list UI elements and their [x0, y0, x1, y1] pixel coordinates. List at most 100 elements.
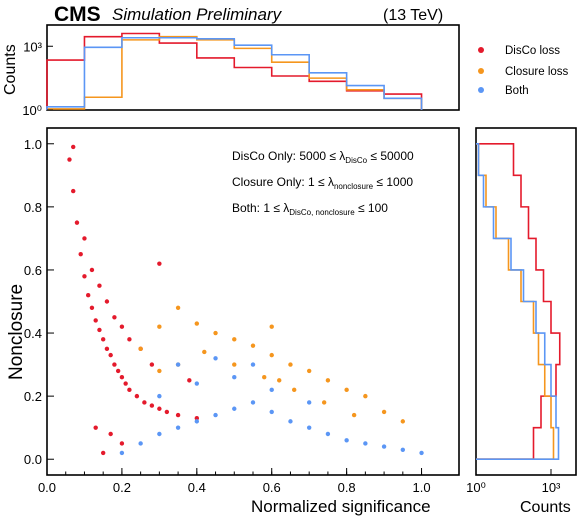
scatter-point-1-6	[250, 343, 256, 348]
x-tick-label: 0.0	[38, 480, 56, 495]
scatter-point-1-17	[202, 349, 207, 355]
scatter-point-0-27	[104, 299, 110, 304]
scatter-point-0-24	[82, 236, 87, 241]
right-x-tick-label: 10⁰	[466, 480, 486, 495]
annotation-disco: DisCo Only: 5000 ≤ λDisCo ≤ 50000	[232, 149, 414, 165]
scatter-point-1-3	[194, 321, 200, 326]
scatter-point-2-17	[157, 393, 162, 399]
cms-label: CMS	[54, 3, 101, 26]
y-tick-label: 0.0	[24, 452, 42, 467]
scatter-point-2-10	[306, 425, 312, 430]
scatter-point-1-15	[157, 368, 162, 374]
right-hist-both	[476, 142, 560, 461]
scatter-point-2-20	[269, 387, 274, 393]
scatter-point-2-24	[250, 362, 256, 367]
scatter-point-2-23	[213, 356, 218, 361]
scatter-point-1-8	[288, 362, 293, 367]
scatter-point-0-33	[100, 450, 106, 456]
legend-swatch-disco	[478, 47, 484, 53]
scatter-point-0-6	[89, 305, 95, 311]
scatter-point-0-7	[93, 318, 98, 323]
scatter-point-1-11	[344, 387, 349, 393]
top-hist-disco-loss	[46, 32, 423, 110]
scatter-point-2-6	[232, 406, 237, 411]
scatter-point-2-8	[269, 409, 274, 415]
scatter-point-2-2	[157, 431, 162, 437]
legend-label-both: Both	[505, 85, 529, 97]
scatter-point-1-22	[351, 412, 357, 418]
x-tick-label: 1.0	[413, 480, 431, 495]
scatter-point-1-18	[232, 362, 237, 367]
scatter-point-0-35	[93, 425, 98, 430]
scatter-point-0-30	[127, 337, 132, 342]
scatter-point-0-10	[104, 346, 110, 352]
scatter-point-0-16	[127, 387, 132, 393]
scatter-point-1-14	[400, 419, 406, 424]
x-tick-label: 0.2	[113, 480, 131, 495]
scatter-point-0-11	[108, 352, 113, 358]
scatter-point-2-13	[363, 441, 368, 446]
scatter-point-0-34	[119, 441, 125, 446]
annotation-closure: Closure Only: 1 ≤ λnonclosure ≤ 1000	[232, 175, 413, 191]
scatter-point-1-7	[269, 352, 274, 358]
x-tick-label: 0.6	[263, 480, 281, 495]
top-y-tick-label: 10³	[23, 39, 42, 54]
scatter-point-2-21	[306, 400, 312, 405]
top-ylabel: Counts	[2, 44, 19, 95]
scatter-point-2-1	[138, 441, 143, 446]
scatter-point-0-2	[74, 220, 80, 225]
legend-swatch-both	[478, 87, 484, 93]
scatter-point-1-10	[325, 378, 331, 383]
scatter-point-0-14	[119, 375, 125, 380]
scatter-point-0-36	[108, 431, 113, 437]
scatter-point-1-2	[175, 305, 181, 311]
scatter-point-2-5	[213, 412, 218, 418]
scatter-point-1-20	[292, 387, 297, 393]
x-tick-label: 0.4	[188, 480, 206, 495]
main-xlabel: Normalized significance	[251, 497, 431, 516]
scatter-point-0-38	[157, 261, 162, 266]
top-y-tick-label: 10⁰	[22, 103, 42, 118]
top-histogram: Counts 10⁰ 10³	[2, 24, 460, 118]
scatter-point-2-4	[194, 419, 200, 424]
top-hist-both	[46, 36, 423, 110]
scatter-point-0-28	[112, 315, 117, 320]
scatter-point-0-29	[119, 324, 125, 329]
right-x-tick-label: 10³	[542, 480, 561, 495]
scatter-point-0-0	[67, 157, 72, 162]
legend: DisCo loss Closure loss Both	[478, 45, 569, 97]
right-hist-disco-loss	[476, 142, 561, 461]
scatter-point-1-12	[363, 393, 368, 399]
y-tick-label: 0.4	[24, 326, 42, 341]
right-histogram: 10⁰ 10³ Counts	[466, 127, 577, 516]
scatter-point-0-3	[78, 251, 83, 257]
scatter-point-1-1	[157, 324, 162, 329]
scatter-point-1-19	[262, 375, 267, 380]
legend-swatch-closure	[478, 68, 484, 74]
scatter-point-0-39	[187, 378, 192, 383]
scatter-point-2-0	[119, 450, 125, 456]
y-tick-label: 1.0	[24, 137, 42, 152]
legend-label-disco: DisCo loss	[505, 45, 560, 57]
scatter-point-1-24	[277, 378, 282, 383]
scatter-point-1-13	[381, 409, 387, 415]
scatter-point-2-9	[288, 419, 293, 424]
scatter-point-0-20	[157, 406, 162, 411]
scatter-point-2-12	[344, 438, 349, 443]
scatter-point-0-22	[175, 412, 181, 418]
prelim-label: Simulation Preliminary	[112, 5, 283, 24]
scatter-point-0-21	[164, 409, 170, 415]
scatter-point-2-15	[400, 447, 406, 452]
scatter-point-1-23	[269, 324, 274, 329]
annotation-both: Both: 1 ≤ λDisCo, nonclosure ≤ 100	[232, 201, 388, 217]
right-hist-closure-loss	[476, 142, 555, 461]
scatter-point-2-19	[232, 375, 237, 380]
legend-label-closure: Closure loss	[505, 66, 569, 78]
scatter-point-0-4	[82, 274, 87, 279]
scatter-point-2-22	[175, 362, 181, 367]
scatter-point-0-17	[134, 393, 140, 399]
scatter-point-0-9	[100, 337, 106, 342]
scatter-point-0-18	[142, 400, 147, 405]
scatter-point-0-8	[97, 327, 102, 333]
